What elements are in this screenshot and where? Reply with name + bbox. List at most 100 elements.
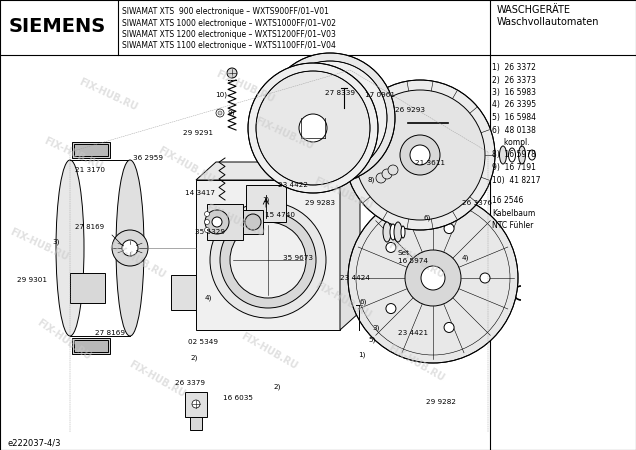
Text: 26 3376: 26 3376 [462, 200, 492, 206]
Text: WASCHGERÄTE
Waschvollautomaten: WASCHGERÄTE Waschvollautomaten [497, 5, 600, 27]
Text: Kabelbaum: Kabelbaum [492, 208, 536, 217]
Text: FIX-HUB.RU: FIX-HUB.RU [127, 359, 187, 399]
Text: Set: Set [398, 250, 410, 256]
Text: FIX-HUB.RU: FIX-HUB.RU [387, 343, 446, 383]
Text: NTC Fühler: NTC Fühler [492, 221, 534, 230]
Circle shape [386, 243, 396, 252]
Text: 02 5349: 02 5349 [188, 339, 218, 345]
Text: 29 9301: 29 9301 [17, 277, 47, 283]
Circle shape [227, 68, 237, 78]
Circle shape [480, 273, 490, 283]
Text: e222037-4/3: e222037-4/3 [8, 438, 62, 447]
Circle shape [444, 224, 454, 234]
Text: 27 8339: 27 8339 [325, 90, 355, 96]
Text: FIX-HUB.RU: FIX-HUB.RU [204, 203, 266, 239]
Circle shape [273, 61, 387, 175]
Text: 35 5329: 35 5329 [195, 229, 225, 235]
Polygon shape [246, 185, 286, 222]
Ellipse shape [499, 146, 506, 164]
Ellipse shape [509, 148, 516, 162]
Text: 14 3417: 14 3417 [185, 190, 215, 196]
Polygon shape [74, 340, 108, 352]
Text: 3): 3) [53, 239, 60, 245]
Circle shape [300, 88, 360, 148]
Text: 27 8169: 27 8169 [76, 224, 104, 230]
Text: 35 9673: 35 9673 [283, 255, 313, 261]
Polygon shape [185, 392, 207, 417]
Circle shape [216, 109, 224, 117]
Text: 36 2959: 36 2959 [133, 155, 163, 161]
Ellipse shape [518, 146, 525, 164]
Text: 27 8169: 27 8169 [95, 330, 125, 336]
Text: FIX-HUB.RU: FIX-HUB.RU [312, 176, 374, 211]
Text: 26 9293: 26 9293 [395, 107, 425, 113]
Text: 29 9291: 29 9291 [183, 130, 213, 136]
Circle shape [386, 304, 396, 314]
Text: 4)  26 3395: 4) 26 3395 [492, 100, 536, 109]
Text: 5)  16 5984: 5) 16 5984 [492, 113, 536, 122]
Circle shape [248, 63, 378, 193]
Text: 29 9283: 29 9283 [305, 200, 335, 206]
Polygon shape [171, 275, 196, 310]
Text: FIX-HUB.RU: FIX-HUB.RU [240, 331, 300, 371]
Text: SIWAMAT XTS 1000 electronique – WXTS1000FF/01–V02: SIWAMAT XTS 1000 electronique – WXTS1000… [122, 18, 336, 27]
Text: 2): 2) [190, 355, 197, 361]
Text: 23 4424: 23 4424 [340, 275, 370, 281]
Text: 6): 6) [360, 299, 368, 305]
Text: 21 3170: 21 3170 [75, 167, 105, 173]
Circle shape [220, 212, 316, 308]
Text: 1): 1) [358, 352, 365, 358]
Text: 16 6035: 16 6035 [223, 395, 253, 401]
Text: FIX-HUB.RU: FIX-HUB.RU [387, 240, 446, 280]
Text: SIWAMAT XTS  900 electronique – WXTS900FF/01–V01: SIWAMAT XTS 900 electronique – WXTS900FF… [122, 7, 329, 16]
Ellipse shape [394, 222, 402, 242]
Text: FIX-HUB.RU: FIX-HUB.RU [77, 76, 139, 112]
Text: 8)  16 5978: 8) 16 5978 [492, 150, 536, 159]
Circle shape [348, 193, 518, 363]
Circle shape [400, 135, 440, 175]
Text: 4): 4) [462, 255, 469, 261]
Text: 10)  41 8217: 10) 41 8217 [492, 176, 541, 184]
Text: 29 9282: 29 9282 [426, 399, 456, 405]
Text: FIX-HUB.RU: FIX-HUB.RU [8, 227, 70, 262]
Text: 16 2546: 16 2546 [492, 196, 523, 205]
Text: FIX-HUB.RU: FIX-HUB.RU [313, 280, 373, 320]
Text: FIX-HUB.RU: FIX-HUB.RU [107, 240, 167, 280]
Text: 26 3379: 26 3379 [175, 380, 205, 386]
Text: 1): 1) [263, 197, 270, 203]
Ellipse shape [383, 222, 391, 242]
Circle shape [299, 114, 327, 142]
Bar [440, 117, 445, 129]
Bar [408, 117, 413, 129]
Text: 6): 6) [423, 215, 431, 221]
Circle shape [210, 202, 326, 318]
Text: 9): 9) [228, 110, 235, 116]
Polygon shape [196, 162, 360, 180]
Circle shape [212, 217, 222, 227]
Polygon shape [72, 338, 110, 354]
Ellipse shape [390, 224, 396, 240]
Circle shape [388, 165, 398, 175]
Circle shape [256, 71, 370, 185]
Ellipse shape [56, 160, 84, 336]
Text: 10): 10) [215, 92, 227, 98]
Circle shape [355, 90, 485, 220]
Polygon shape [196, 180, 340, 330]
Circle shape [382, 169, 392, 179]
Circle shape [205, 228, 209, 233]
Text: 1)  26 3372: 1) 26 3372 [492, 63, 536, 72]
Text: 3): 3) [372, 325, 380, 331]
Circle shape [316, 104, 344, 132]
Text: 9)  16 7191: 9) 16 7191 [492, 163, 536, 172]
Text: 21 3611: 21 3611 [415, 160, 445, 166]
Text: FIX-HUB.RU: FIX-HUB.RU [35, 317, 92, 362]
Polygon shape [207, 204, 243, 240]
Text: FIX-HUB.RU: FIX-HUB.RU [253, 116, 315, 152]
Circle shape [265, 53, 395, 183]
Polygon shape [70, 273, 105, 303]
Polygon shape [74, 144, 108, 156]
Text: 5): 5) [368, 337, 375, 343]
Polygon shape [72, 142, 110, 158]
Text: SIWAMAT XTS 1200 electronique – WXTS1200FF/01–V03: SIWAMAT XTS 1200 electronique – WXTS1200… [122, 30, 336, 39]
Text: 23 4422: 23 4422 [278, 182, 308, 188]
